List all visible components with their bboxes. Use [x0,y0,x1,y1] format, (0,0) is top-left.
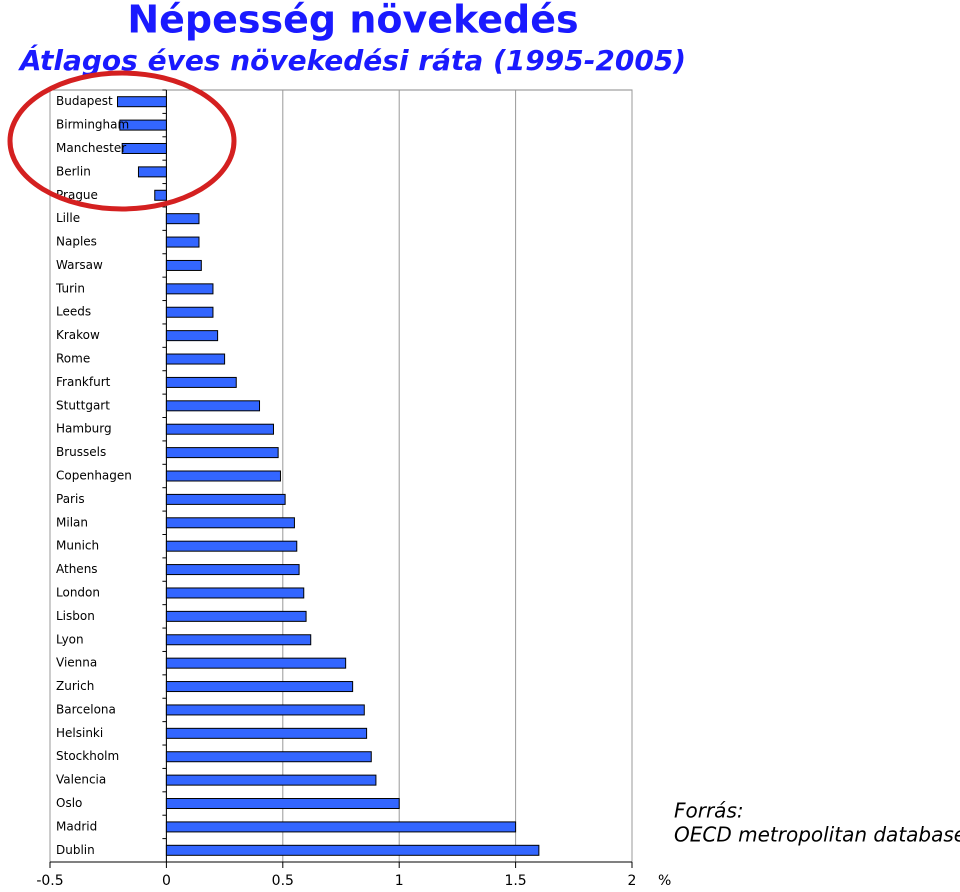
x-tick-label: 0 [162,873,171,888]
bar [165,587,305,599]
category-label: Lyon [56,632,84,646]
category-label: Frankfurt [56,375,111,389]
category-label: London [56,585,100,599]
category-label: Lisbon [56,609,95,623]
category-label: Lille [56,211,80,225]
bar [165,470,281,482]
bar [165,330,219,342]
bar [165,821,517,833]
category-label: Manchester [56,141,126,155]
category-label: Leeds [56,305,91,319]
x-axis-label: % [658,873,671,888]
category-label: Hamburg [56,422,112,436]
bar [165,423,274,435]
category-label: Warsaw [56,258,103,272]
bar [165,657,347,669]
category-label: Oslo [56,796,82,810]
bar [117,96,167,108]
category-label: Berlin [56,164,91,178]
x-tick-label: 1 [395,873,404,888]
category-label: Turin [55,281,85,295]
bar [165,400,261,412]
category-label: Helsinki [56,726,103,740]
bar [165,213,200,225]
bar [165,283,214,295]
category-label: Copenhagen [56,469,132,483]
bar [165,751,372,763]
source-line: OECD metropolitan database [674,823,960,847]
bar [165,727,368,739]
x-tick-label: 1.5 [504,873,526,888]
category-label: Stockholm [56,749,119,763]
highlight-ellipse [7,70,237,212]
category-label: Krakow [56,328,100,342]
category-label: Valencia [56,773,106,787]
x-tick-label: 2 [628,873,637,888]
chart-title: Népesség növekedés [127,0,578,42]
category-label: Barcelona [56,702,116,716]
category-label: Munich [56,539,99,553]
category-label: Paris [56,492,85,506]
bar [165,517,295,529]
bar [165,774,377,786]
x-tick-label: 0.5 [272,873,294,888]
bar [165,376,237,388]
category-label: Birmingham [56,118,129,132]
category-label: Vienna [56,656,97,670]
bar [165,634,312,646]
plot-frame [49,89,633,863]
category-label: Athens [56,562,98,576]
bar [165,564,300,576]
bar [165,259,202,271]
bar [165,798,400,810]
source-line: Forrás: [674,799,744,823]
bar [165,236,200,248]
bar [137,166,167,178]
bar [165,540,298,552]
bar [165,844,540,856]
category-label: Dublin [56,843,95,857]
bar [165,681,354,693]
x-tick-label: -0.5 [36,873,63,888]
bar [165,610,307,622]
category-label: Madrid [56,819,97,833]
category-label: Budapest [56,94,113,108]
category-label: Stuttgart [56,398,110,412]
bar [121,142,167,154]
bar [119,119,167,131]
bar [165,353,226,365]
category-label: Naples [56,235,97,249]
bar [165,306,214,318]
bar [154,189,167,201]
category-label: Rome [56,352,90,366]
bar [165,704,365,716]
category-label: Zurich [56,679,94,693]
category-label: Milan [56,515,88,529]
bar [165,493,286,505]
category-label: Brussels [56,445,106,459]
bar [165,447,279,459]
